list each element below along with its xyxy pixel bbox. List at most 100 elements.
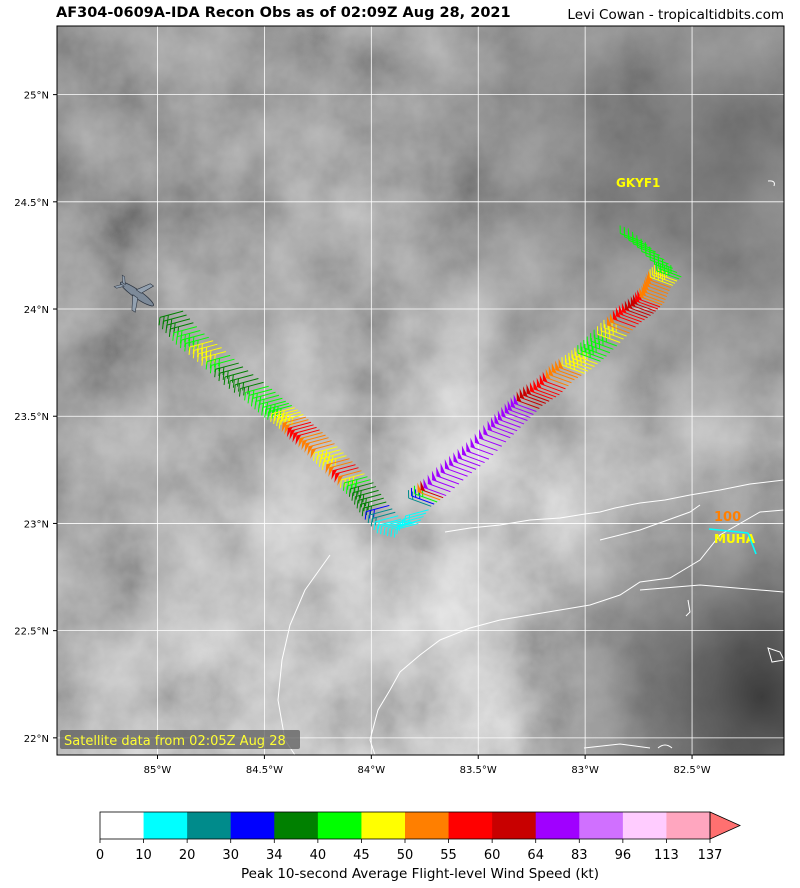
- wind-barb-pennant: [298, 437, 305, 448]
- wind-barb: [497, 418, 521, 428]
- wind-barb-feather: [386, 527, 389, 536]
- colorbar-tick-label: 34: [266, 848, 283, 863]
- wind-barb: [436, 475, 460, 485]
- wind-barb-feather: [209, 360, 212, 369]
- wind-barb-feather: [270, 413, 273, 422]
- wind-barb-feather: [278, 420, 281, 429]
- wind-barb-feather: [172, 332, 175, 341]
- wind-barb-pennant: [621, 302, 627, 314]
- wind-barb-feather: [218, 363, 221, 372]
- wind-barb-feather: [201, 348, 204, 357]
- wind-barb-feather: [315, 455, 318, 464]
- wind-barb-pennant: [519, 388, 525, 400]
- aircraft-icon: [113, 274, 155, 313]
- wind-barb-feather: [218, 368, 221, 377]
- wind-barb-feather: [261, 407, 264, 416]
- lon-tick-label: 84.5°W: [246, 765, 283, 776]
- wind-barb-feather: [360, 499, 363, 508]
- colorbar-tick-label: 10: [135, 848, 152, 863]
- wind-barb-feather: [357, 486, 360, 495]
- satellite-note-box: Satellite data from 02:05Z Aug 28: [60, 730, 300, 749]
- wind-barb: [457, 457, 481, 467]
- colorbar-segment: [187, 812, 232, 839]
- wind-barb-pennant: [423, 478, 429, 490]
- colorbar-tick-label: 0: [95, 848, 105, 863]
- wind-barb-feather: [243, 387, 246, 396]
- lat-tick-label: 23.5°N: [14, 412, 49, 423]
- lat-tick-label: 23°N: [24, 519, 49, 530]
- colorbar-tick-label: 64: [527, 848, 544, 863]
- wind-barb-feather: [209, 365, 212, 374]
- wind-barb-feather: [218, 358, 221, 367]
- lat-tick-label: 22°N: [24, 734, 49, 745]
- station-label-muha: MUHA: [714, 532, 756, 546]
- wind-barb-feather: [179, 335, 182, 344]
- wind-barb-pennant: [457, 448, 463, 460]
- wind-barb-feather: [231, 374, 234, 383]
- wind-barb-feather: [265, 406, 268, 415]
- wind-barb-feather: [393, 529, 396, 538]
- wind-barb-feather: [237, 378, 239, 387]
- wind-barb-feather: [222, 371, 225, 381]
- wind-barb-pennant: [548, 365, 554, 377]
- wind-barb-pennant: [545, 368, 551, 380]
- wind-barb-pennant: [627, 298, 633, 309]
- wind-barb-pennant: [449, 455, 454, 467]
- wind-barb-feather: [188, 337, 191, 346]
- wind-barb-feather: [280, 416, 283, 426]
- wind-barb: [449, 464, 472, 474]
- colorbar-segment: [579, 812, 624, 839]
- wind-barb-feather: [408, 514, 411, 523]
- wind-barb: [299, 432, 323, 440]
- wind-barb-pennant: [328, 466, 335, 477]
- wind-barb: [555, 368, 579, 379]
- wind-barb-feather: [273, 404, 276, 413]
- wind-barb-pennant: [516, 391, 522, 403]
- wind-barb-feather: [264, 409, 267, 418]
- wind-barb-feather: [192, 345, 195, 354]
- wind-barb-pennant: [440, 462, 446, 474]
- wind-barb-pennant: [284, 424, 291, 435]
- wind-barb-feather: [165, 325, 168, 334]
- wind-barb: [305, 437, 329, 445]
- wind-barb-pennant: [536, 377, 542, 389]
- wind-barb-feather: [201, 352, 204, 361]
- wind-barb-feather: [222, 366, 225, 376]
- wind-barb-feather: [214, 369, 217, 378]
- wind-barb: [507, 408, 531, 418]
- wind-barb: [285, 419, 309, 427]
- wind-barb-pennant: [523, 386, 528, 397]
- wind-barb-feather: [267, 411, 270, 420]
- wind-barb-feather: [275, 409, 278, 418]
- wind-barb-pennant: [470, 437, 476, 449]
- wind-barb-feather: [358, 495, 361, 504]
- wind-barb-feather: [354, 496, 356, 505]
- wind-barb: [533, 388, 557, 398]
- wind-barb-feather: [276, 406, 279, 415]
- wind-barb: [395, 522, 419, 531]
- colorbar-segment: [666, 812, 711, 839]
- wind-barb-feather: [359, 490, 362, 499]
- wind-barb-pennant: [453, 452, 459, 463]
- wind-barb-feather: [228, 380, 231, 389]
- wind-barb-feather: [362, 494, 365, 503]
- wind-barb: [296, 429, 320, 437]
- wind-barb-feather: [348, 488, 351, 497]
- wind-barb-pennant: [510, 397, 516, 409]
- colorbar-segment: [622, 812, 667, 839]
- wind-barb-pennant: [558, 358, 564, 369]
- wind-barb-feather: [223, 376, 226, 385]
- wind-barb-feather: [356, 500, 359, 509]
- coastline: [277, 180, 784, 755]
- colorbar-segment: [274, 812, 319, 839]
- wind-barb-feather: [278, 411, 281, 420]
- lat-tick-label: 22.5°N: [14, 627, 49, 638]
- wind-barb-pennant: [281, 422, 288, 433]
- wind-barb-feather: [364, 498, 367, 507]
- wind-barb-feather: [401, 519, 404, 528]
- lon-tick-label: 82.5°W: [673, 765, 710, 776]
- wind-barb-feather: [238, 383, 240, 392]
- colorbar-extend-arrow: [709, 811, 741, 840]
- wind-barb-feather: [312, 452, 315, 461]
